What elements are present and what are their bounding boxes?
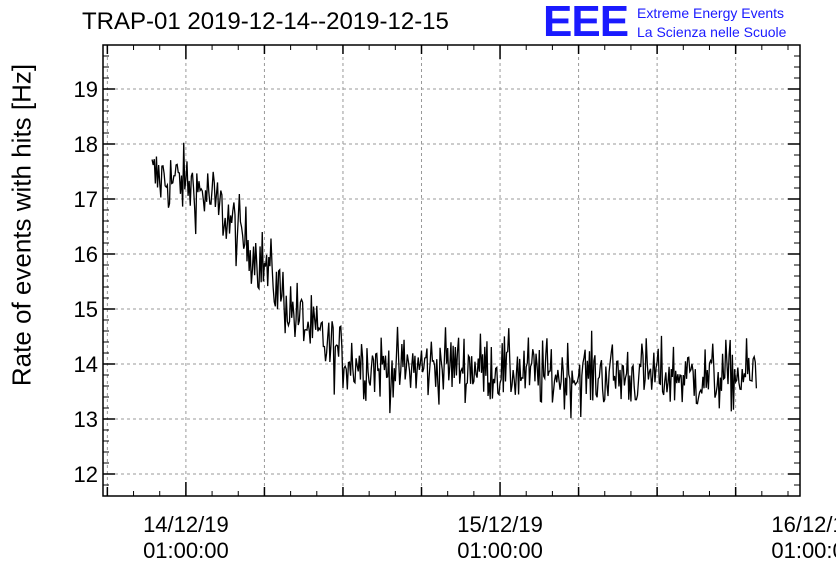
x-tick-label-date: 16/12/19	[771, 512, 836, 537]
series-line	[151, 142, 758, 419]
chart-title: TRAP-01 2019-12-14--2019-12-15	[82, 8, 449, 35]
logo-line-1: Extreme Energy Events	[637, 5, 785, 21]
x-tick-label-time: 01:00:00	[143, 538, 229, 563]
logo-caption: Extreme Energy Events La Scienza nelle S…	[637, 4, 786, 42]
y-tick-label: 19	[74, 77, 98, 102]
y-tick-label: 18	[74, 132, 98, 157]
y-tick-label: 12	[74, 462, 98, 487]
y-tick-label: 13	[74, 407, 98, 432]
logo-line-2: La Scienza nelle Scuole	[637, 24, 787, 40]
grid-lines	[103, 45, 800, 496]
x-tick-label-date: 14/12/19	[143, 512, 229, 537]
x-tick-label-time: 01:00:00	[457, 538, 543, 563]
x-tick-label-date: 15/12/19	[457, 512, 543, 537]
x-tick-labels: 14/12/1901:00:0015/12/1901:00:0016/12/19…	[143, 512, 836, 563]
series-rate	[151, 142, 758, 419]
y-tick-label: 14	[74, 352, 98, 377]
y-tick-label: 15	[74, 297, 98, 322]
y-tick-labels: 12 13 14 15 16 17 18 19	[74, 77, 98, 487]
y-tick-label: 16	[74, 242, 98, 267]
plot-frame	[102, 44, 801, 497]
y-axis-label: Rate of events with hits [Hz]	[6, 63, 37, 387]
x-tick-label-time: 01:00:00	[771, 538, 836, 563]
axis-ticks	[103, 44, 800, 497]
eee-logo: EEE	[543, 0, 629, 46]
y-tick-label: 17	[74, 187, 98, 212]
